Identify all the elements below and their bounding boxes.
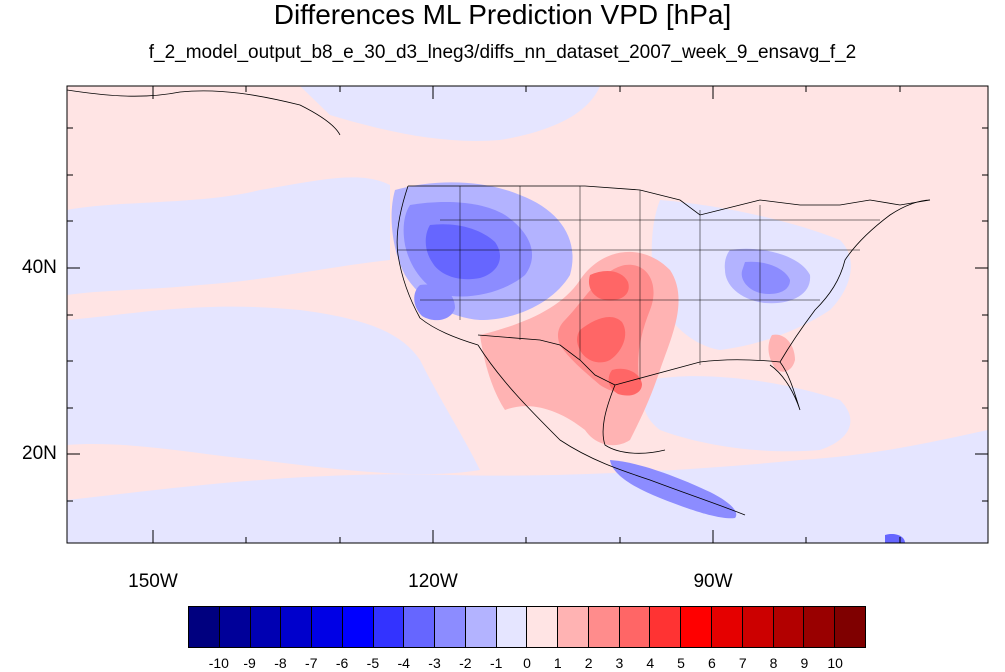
negative-band-central-pacific bbox=[67, 306, 480, 475]
colorbar-swatch bbox=[373, 607, 405, 647]
positive-anomaly-southeast bbox=[768, 334, 795, 372]
positive-anomaly-south-3 bbox=[577, 316, 626, 363]
colorbar-swatch bbox=[712, 607, 743, 647]
page-title: Differences ML Prediction VPD [hPa] bbox=[273, 0, 732, 30]
tick-marks bbox=[67, 86, 988, 543]
colorbar-swatch bbox=[312, 607, 343, 647]
lon-label-120w: 120W bbox=[408, 571, 458, 592]
colorbar-swatch bbox=[250, 607, 282, 647]
mexico-coast bbox=[477, 344, 746, 516]
us-mexico-border bbox=[477, 334, 616, 386]
negative-anomaly-nevada bbox=[414, 284, 455, 321]
colorbar-swatch bbox=[527, 607, 559, 647]
alaska-coast bbox=[67, 89, 341, 136]
colorbar-swatch bbox=[558, 607, 589, 647]
positive-anomaly-kansas bbox=[588, 270, 629, 301]
coastlines bbox=[67, 89, 931, 516]
state-borders bbox=[398, 186, 880, 380]
negative-anomaly-central-america bbox=[610, 460, 737, 519]
west-coast bbox=[396, 185, 479, 346]
lon-label-150w: 150W bbox=[128, 571, 178, 592]
colorbar-swatch bbox=[281, 607, 313, 647]
colorbar-label: -7 bbox=[305, 655, 318, 671]
negative-anomaly-west-3 bbox=[425, 224, 500, 280]
lat-label-20n: 20N bbox=[22, 443, 57, 464]
colorbar-label: 5 bbox=[677, 655, 685, 671]
colorbar-swatch bbox=[650, 607, 682, 647]
gulf-coast bbox=[614, 359, 801, 411]
colorbar-swatch bbox=[619, 607, 651, 647]
colorbar-label: -9 bbox=[243, 655, 256, 671]
colorbar-swatch bbox=[435, 607, 466, 647]
colorbar-label: 3 bbox=[615, 655, 624, 671]
lat-label-40n: 40N bbox=[22, 257, 57, 278]
colorbar-label: -1 bbox=[489, 655, 503, 671]
colorbar-swatch bbox=[681, 607, 713, 647]
us-canada-border bbox=[408, 185, 931, 216]
colorbar-swatch bbox=[219, 607, 251, 647]
colorbar-label: 9 bbox=[800, 655, 809, 671]
colorbar-label: -3 bbox=[428, 655, 441, 671]
colorbar-label: 8 bbox=[769, 655, 778, 671]
colorbar-swatch bbox=[742, 607, 774, 647]
negative-region-north bbox=[300, 86, 600, 141]
colorbar-label: -6 bbox=[335, 655, 349, 671]
east-coast bbox=[779, 199, 931, 363]
colorbar-label: 10 bbox=[827, 655, 843, 671]
colorbar-label: -4 bbox=[397, 655, 410, 671]
colorbar-label: 7 bbox=[738, 655, 747, 671]
colorbar-swatch bbox=[496, 607, 528, 647]
colorbar-label: 0 bbox=[523, 655, 531, 671]
colorbar-label: 4 bbox=[646, 655, 655, 671]
colorbar-label: -8 bbox=[274, 655, 287, 671]
lon-label-90w: 90W bbox=[693, 571, 733, 592]
negative-anomaly-midwest-2 bbox=[741, 261, 790, 294]
colorbar-swatch bbox=[773, 607, 805, 647]
colorbar-label: 1 bbox=[553, 655, 562, 671]
colorbar-swatch bbox=[465, 607, 497, 647]
colorbar-swatch bbox=[835, 607, 865, 647]
colorbar-swatch bbox=[404, 607, 436, 647]
negative-band-tropical-pacific bbox=[67, 430, 988, 543]
colorbar-label: -2 bbox=[459, 655, 472, 671]
colorbar-swatch bbox=[804, 607, 836, 647]
colorbar-swatch bbox=[342, 607, 374, 647]
colorbar-label: -5 bbox=[366, 655, 380, 671]
colorbar-swatch bbox=[189, 607, 220, 647]
colorbar-label: 2 bbox=[584, 655, 593, 671]
colorbar-swatch bbox=[588, 607, 620, 647]
page-subtitle: f_2_model_output_b8_e_30_d3_lneg3/diffs_… bbox=[148, 42, 857, 63]
colorbar-label: -10 bbox=[208, 655, 229, 671]
colorbar bbox=[188, 606, 866, 648]
colorbar-label: 6 bbox=[708, 655, 716, 671]
negative-region-gulf bbox=[643, 376, 851, 452]
negative-band-north-pacific bbox=[67, 177, 390, 295]
mexico-gulf-coast bbox=[602, 384, 666, 454]
